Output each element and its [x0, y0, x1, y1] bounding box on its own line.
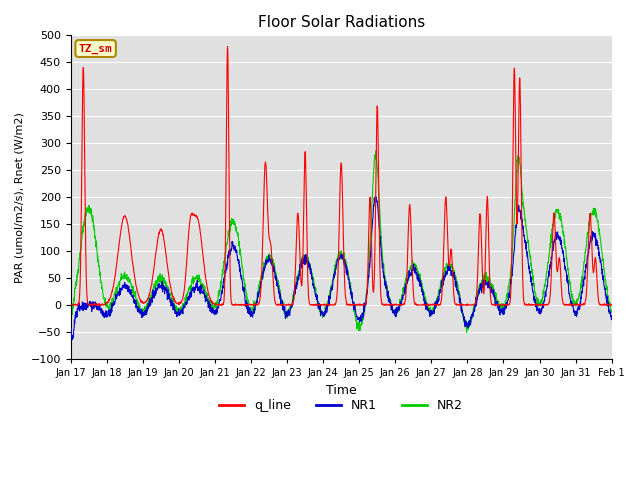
Y-axis label: PAR (umol/m2/s), Rnet (W/m2): PAR (umol/m2/s), Rnet (W/m2) — [15, 112, 25, 283]
Title: Floor Solar Radiations: Floor Solar Radiations — [257, 15, 425, 30]
Text: TZ_sm: TZ_sm — [79, 43, 113, 54]
Legend: q_line, NR1, NR2: q_line, NR1, NR2 — [214, 395, 468, 418]
X-axis label: Time: Time — [326, 384, 356, 396]
